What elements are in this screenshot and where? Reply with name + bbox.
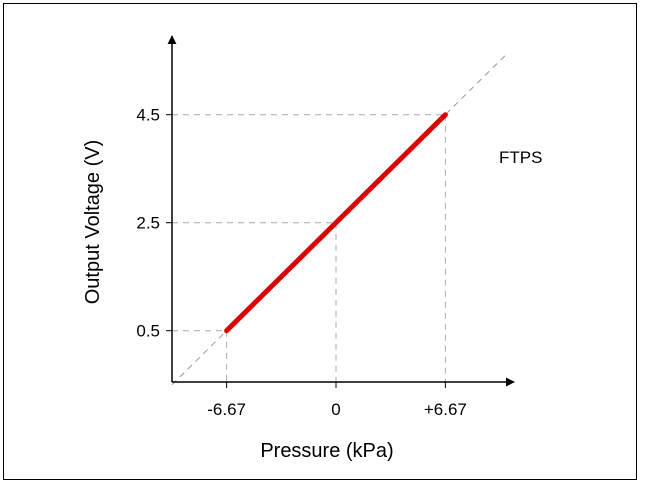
series-line	[224, 112, 448, 334]
y-axis-label: Output Voltage (V)	[82, 140, 104, 305]
x-tick-label: +6.67	[424, 400, 467, 419]
ftps-annotation: FTPS	[499, 148, 542, 167]
y-tick-label: 0.5	[136, 322, 160, 341]
y-tick-label: 2.5	[136, 214, 160, 233]
x-tick-label: 0	[331, 400, 340, 419]
guide-lines	[172, 114, 446, 382]
x-axis-label: Pressure (kPa)	[260, 440, 393, 462]
y-tick-label: 4.5	[136, 106, 160, 125]
x-tick-label: -6.67	[207, 400, 246, 419]
ticks: -6.67 0 +6.67 0.5 2.5 4.5	[136, 106, 467, 419]
series-group	[224, 112, 448, 334]
